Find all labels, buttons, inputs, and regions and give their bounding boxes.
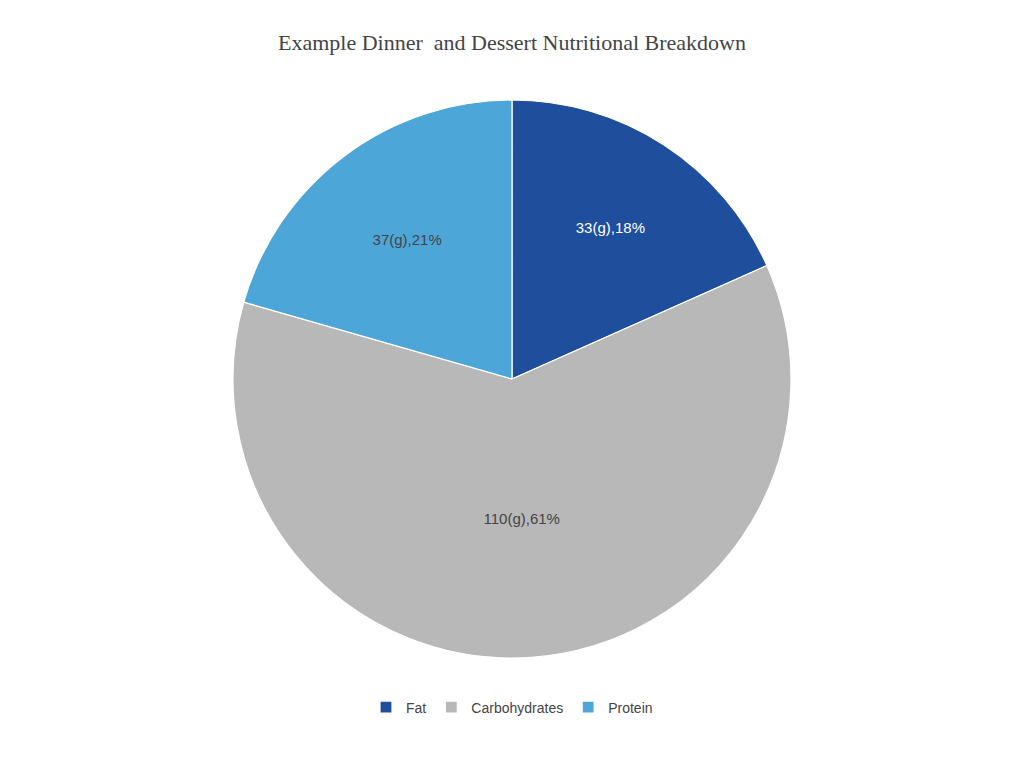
svg-text:110(g),61%: 110(g),61% — [484, 510, 560, 527]
svg-text:Example Dinner and Dessert Nu: Example Dinner and Dessert Nutritional B… — [278, 30, 746, 55]
svg-text:Fat: Fat — [406, 700, 426, 716]
svg-text:33(g),18%: 33(g),18% — [576, 219, 645, 236]
svg-text:Carbohydrates: Carbohydrates — [471, 700, 563, 716]
svg-text:Protein: Protein — [608, 700, 652, 716]
svg-text:37(g),21%: 37(g),21% — [373, 231, 442, 248]
